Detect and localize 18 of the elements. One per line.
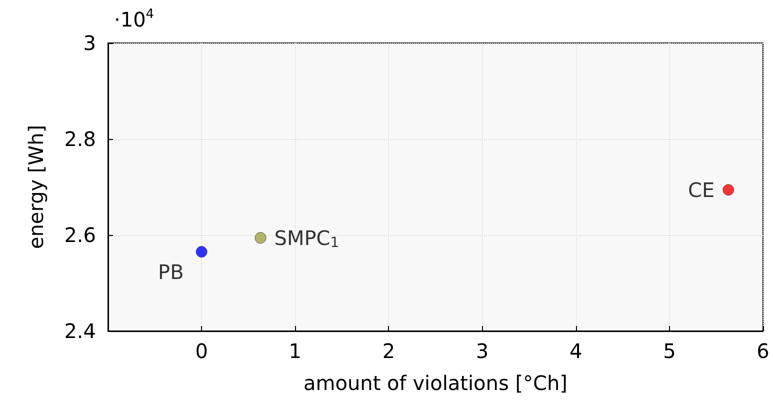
- y-tick-label: 3: [83, 31, 96, 55]
- point: [722, 184, 734, 196]
- y-tick-label: 2.8: [64, 127, 96, 151]
- x-tick-label: 4: [569, 339, 582, 363]
- x-axis-title: amount of violations [°Ch]: [304, 371, 568, 395]
- y-tick-label: 2.6: [64, 223, 96, 247]
- series-label: PB: [158, 260, 184, 284]
- x-tick-label: 1: [288, 339, 302, 363]
- series-label: CE: [688, 178, 715, 202]
- y-tick-label: 2.4: [64, 319, 96, 343]
- point: [254, 232, 266, 244]
- x-tick-label: 2: [382, 339, 396, 363]
- x-tick-label: 5: [663, 339, 676, 363]
- x-tick-label: 6: [756, 339, 770, 363]
- y-axis-title: energy [Wh]: [24, 124, 48, 250]
- x-tick-label: 0: [195, 339, 208, 363]
- x-tick-label: 3: [476, 339, 489, 363]
- point: [196, 246, 208, 258]
